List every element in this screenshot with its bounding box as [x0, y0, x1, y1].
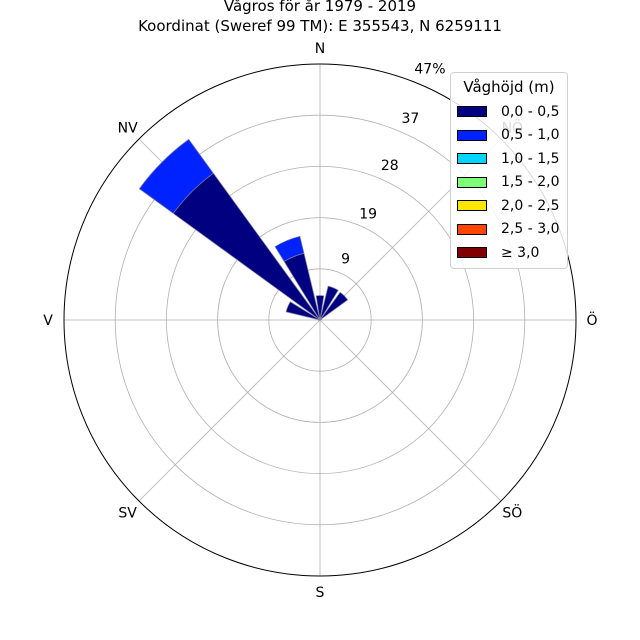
- legend-swatch: [457, 223, 487, 235]
- legend-entry: 2,0 - 2,5: [451, 194, 567, 218]
- wave-rose-bars: [138, 138, 349, 321]
- legend-swatch: [457, 200, 487, 212]
- legend-swatch: [457, 153, 487, 165]
- wave-bar-0-bin-0: [315, 295, 325, 321]
- legend-swatch: [457, 247, 487, 259]
- radial-gridline: [319, 319, 502, 502]
- legend-swatch: [457, 106, 487, 118]
- chart-title-line-1: Vågros för år 1979 - 2019: [223, 0, 417, 15]
- radial-tick-label: 37: [401, 111, 419, 127]
- legend-label: 0,0 - 0,5: [501, 103, 560, 120]
- legend-label: 2,0 - 2,5: [501, 197, 560, 214]
- legend-entry: 1,5 - 2,0: [451, 171, 567, 195]
- legend: Våghöjd (m) 0,0 - 0,5 0,5 - 1,0 1,0 - 1,5 1…: [450, 72, 568, 269]
- wave-bar-315-bin-1: [138, 138, 214, 214]
- grid-ring: [165, 165, 475, 475]
- legend-entry: 0,5 - 1,0: [451, 124, 567, 148]
- legend-title: Våghöjd (m): [463, 78, 555, 96]
- radial-tick-label: 9: [341, 252, 350, 268]
- wave-bar-67.5-bin-0: [319, 318, 323, 321]
- outer-ring: [63, 63, 577, 577]
- direction-label-Ö: Ö: [586, 311, 597, 329]
- legend-entry: ≥ 3,0: [451, 241, 567, 265]
- wave-bar-337.5-bin-1: [274, 235, 305, 262]
- radial-tick-label: 28: [381, 158, 399, 174]
- legend-entry: 1,0 - 1,5: [451, 147, 567, 171]
- legend-swatch: [457, 129, 487, 141]
- legend-label: 2,5 - 3,0: [501, 221, 560, 238]
- legend-label: ≥ 3,0: [501, 244, 540, 261]
- grid-ring: [217, 217, 423, 423]
- direction-label-N: N: [315, 41, 325, 57]
- wave-bar-292.5-bin-0: [285, 301, 321, 321]
- direction-label-SÖ: SÖ: [502, 503, 522, 521]
- direction-label-V: V: [43, 313, 53, 329]
- radial-tick-label: 19: [359, 206, 377, 222]
- grid-ring: [114, 114, 526, 526]
- legend-entry: 0,0 - 0,5: [451, 100, 567, 124]
- direction-label-S: S: [316, 585, 325, 601]
- direction-label-SV: SV: [118, 505, 137, 521]
- legend-label: 0,5 - 1,0: [501, 127, 560, 144]
- grid-ring: [268, 268, 372, 372]
- direction-label-NV: NV: [118, 121, 138, 137]
- radial-gridline: [138, 319, 321, 502]
- legend-swatch: [457, 176, 487, 188]
- legend-entry: 2,5 - 3,0: [451, 218, 567, 242]
- legend-label: 1,5 - 2,0: [501, 174, 560, 191]
- chart-title-line-2: Koordinat (Sweref 99 TM): E 355543, N 62…: [138, 17, 502, 35]
- wave-bar-45-bin-0: [319, 291, 349, 321]
- wave-bar-22.5-bin-0: [319, 285, 339, 321]
- legend-label: 1,0 - 1,5: [501, 150, 560, 167]
- radial-tick-label: 47%: [414, 61, 445, 77]
